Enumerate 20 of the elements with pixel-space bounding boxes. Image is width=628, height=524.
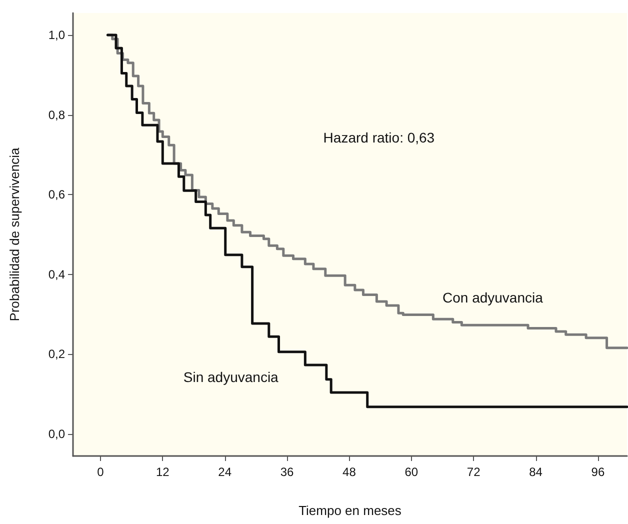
y-tick-label: 0,4 bbox=[48, 267, 66, 282]
y-tick-label: 0,6 bbox=[48, 188, 66, 202]
x-tick-label: 72 bbox=[466, 465, 481, 479]
x-tick-label: 0 bbox=[97, 465, 104, 479]
x-tick-label: 36 bbox=[280, 465, 294, 479]
series-label: Sin adyuvancia bbox=[183, 369, 279, 386]
y-axis-title: Probabilidad de supervivencia bbox=[7, 147, 22, 322]
x-tick-label: 12 bbox=[156, 465, 170, 479]
x-tick-label: 60 bbox=[404, 465, 418, 479]
x-tick-label: 84 bbox=[529, 465, 543, 479]
y-tick-label: 0,2 bbox=[48, 347, 66, 362]
x-tick-label: 48 bbox=[342, 465, 356, 479]
x-axis-title: Tiempo en meses bbox=[298, 503, 402, 518]
x-tick-label: 24 bbox=[218, 465, 232, 479]
y-tick-label: 0,8 bbox=[48, 108, 66, 122]
y-tick-label: 0,0 bbox=[48, 427, 66, 442]
annotation: Hazard ratio: 0,63 bbox=[323, 130, 435, 146]
series-label: Con adyuvancia bbox=[442, 289, 544, 306]
y-tick-label: 1,0 bbox=[48, 28, 66, 42]
x-tick-label: 96 bbox=[591, 465, 605, 479]
